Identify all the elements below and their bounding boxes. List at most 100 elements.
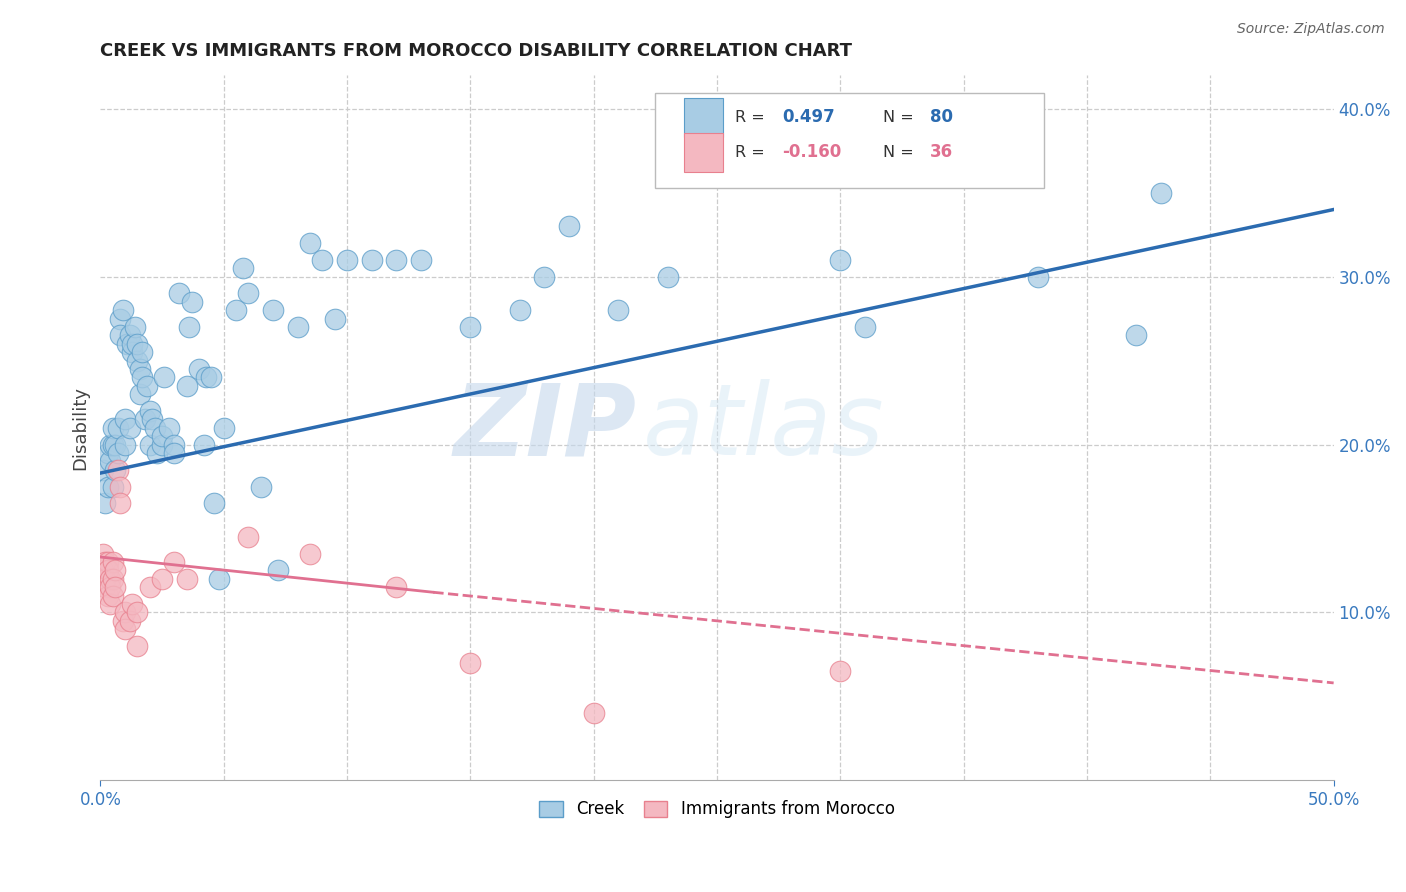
Point (298, 547, 321, 561)
Point (153, 370, 176, 384)
Point (150, 437, 173, 451)
Point (114, 606, 136, 620)
Point (108, 479, 131, 493)
Point (101, 555, 124, 569)
Point (385, 580, 408, 594)
Point (97, 564, 120, 578)
Point (98, 597, 121, 611)
Point (101, 479, 124, 493)
Point (98, 454, 121, 468)
Point (146, 446, 169, 460)
Point (208, 572, 231, 586)
Point (323, 311, 346, 326)
Text: R =: R = (735, 145, 770, 160)
Point (212, 421, 235, 435)
Point (134, 412, 156, 426)
Point (143, 421, 166, 435)
Text: CREEK VS IMMIGRANTS FROM MOROCCO DISABILITY CORRELATION CHART: CREEK VS IMMIGRANTS FROM MOROCCO DISABIL… (100, 42, 852, 60)
Point (163, 555, 186, 569)
Point (117, 336, 139, 351)
Text: atlas: atlas (643, 379, 884, 476)
Text: 0.497: 0.497 (782, 108, 835, 126)
Point (179, 320, 201, 334)
Point (104, 564, 127, 578)
Point (195, 370, 218, 384)
Point (200, 370, 222, 384)
Point (97, 589, 120, 603)
Point (98, 580, 121, 594)
Point (101, 437, 124, 451)
Point (311, 252, 333, 267)
Point (108, 496, 131, 510)
Point (111, 614, 134, 628)
Point (141, 412, 163, 426)
Point (114, 437, 136, 451)
Point (128, 387, 150, 401)
Y-axis label: Disability: Disability (72, 385, 89, 470)
Point (287, 320, 309, 334)
Point (853, 320, 876, 334)
Point (101, 421, 124, 435)
Point (124, 320, 146, 334)
Point (118, 328, 141, 343)
Point (127, 606, 149, 620)
Point (107, 463, 129, 477)
Point (94, 555, 117, 569)
Point (460, 320, 482, 334)
Point (336, 252, 359, 267)
Point (150, 429, 173, 443)
Point (298, 236, 321, 251)
Point (91, 564, 114, 578)
Point (952, 169, 974, 183)
Point (94, 496, 117, 510)
Point (114, 412, 136, 426)
Point (558, 219, 581, 234)
Point (114, 622, 136, 636)
Point (176, 378, 198, 392)
Point (238, 530, 260, 544)
Point (97, 555, 120, 569)
Point (138, 580, 160, 594)
Point (104, 580, 127, 594)
Point (118, 421, 141, 435)
Point (111, 303, 134, 318)
Text: N =: N = (883, 145, 920, 160)
Text: Source: ZipAtlas.com: Source: ZipAtlas.com (1237, 22, 1385, 37)
Point (163, 446, 186, 460)
Point (582, 706, 605, 720)
Point (94, 572, 117, 586)
Point (127, 336, 149, 351)
Point (225, 303, 247, 318)
Point (108, 311, 131, 326)
Legend: Creek, Immigrants from Morocco: Creek, Immigrants from Morocco (533, 794, 901, 825)
Point (128, 362, 150, 376)
Point (193, 437, 215, 451)
Point (409, 252, 432, 267)
Point (108, 328, 131, 343)
Point (360, 252, 382, 267)
Point (180, 294, 202, 309)
FancyBboxPatch shape (683, 133, 723, 172)
Point (607, 303, 630, 318)
Point (97, 446, 120, 460)
Point (101, 589, 124, 603)
Point (830, 252, 852, 267)
Point (138, 437, 160, 451)
Point (533, 269, 555, 284)
Point (107, 421, 129, 435)
Point (267, 564, 290, 578)
Point (262, 303, 284, 318)
Point (104, 437, 127, 451)
Point (385, 252, 408, 267)
Text: -0.160: -0.160 (782, 144, 842, 161)
Point (509, 303, 531, 318)
Text: N =: N = (883, 110, 920, 125)
Point (131, 370, 153, 384)
Point (238, 286, 260, 301)
Point (94, 580, 117, 594)
Text: ZIP: ZIP (454, 379, 637, 476)
Point (127, 353, 149, 368)
Point (101, 572, 124, 586)
Point (121, 336, 143, 351)
Point (91, 463, 114, 477)
